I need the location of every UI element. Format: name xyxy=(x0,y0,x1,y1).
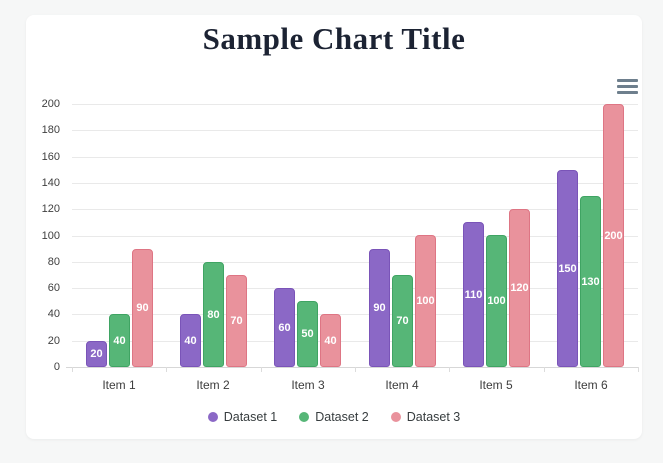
y-axis-label: 160 xyxy=(41,151,60,163)
legend-marker-icon xyxy=(390,412,401,422)
axis-tick xyxy=(638,367,639,372)
x-axis-line xyxy=(66,367,638,368)
x-axis-label: Item 4 xyxy=(385,378,419,392)
gridline xyxy=(72,157,638,158)
bar[interactable]: 40 xyxy=(109,314,130,367)
gridline xyxy=(72,288,638,289)
bar-value-label: 40 xyxy=(324,334,337,347)
gridline xyxy=(72,209,638,210)
y-axis-label: 0 xyxy=(53,361,60,373)
y-axis-label: 20 xyxy=(47,335,60,347)
menu-line xyxy=(617,91,638,94)
chart-title: Sample Chart Title xyxy=(202,21,466,56)
bar-value-label: 130 xyxy=(581,275,600,288)
bar[interactable]: 70 xyxy=(392,275,413,367)
bar[interactable]: 100 xyxy=(486,235,507,367)
bar-value-label: 100 xyxy=(487,295,506,307)
bar-value-label: 40 xyxy=(113,334,126,347)
x-axis-label: Item 6 xyxy=(574,378,608,392)
bar[interactable]: 150 xyxy=(557,170,578,367)
y-axis-label: 120 xyxy=(41,203,60,215)
x-axis-label: Item 5 xyxy=(479,378,513,392)
bar-value-label: 20 xyxy=(90,348,103,360)
bar-value-label: 40 xyxy=(184,334,197,347)
y-axis-label: 60 xyxy=(47,282,60,294)
bar[interactable]: 120 xyxy=(509,209,530,367)
bar[interactable]: 100 xyxy=(415,235,436,367)
chart-legend: Dataset 1 Dataset 2 Dataset 3 xyxy=(26,410,642,424)
menu-line xyxy=(617,79,638,82)
bar[interactable]: 90 xyxy=(369,249,390,367)
bar-value-label: 70 xyxy=(396,315,409,327)
axis-tick xyxy=(544,367,545,372)
bar[interactable]: 90 xyxy=(132,249,153,367)
legend-item[interactable]: Dataset 3 xyxy=(390,410,461,424)
legend-label: Dataset 1 xyxy=(223,410,278,424)
bar-value-label: 90 xyxy=(136,302,149,314)
gridline xyxy=(72,236,638,237)
legend-marker-icon xyxy=(299,412,310,422)
x-axis-label: Item 2 xyxy=(196,378,230,392)
bar[interactable]: 110 xyxy=(463,222,484,367)
gridline xyxy=(72,183,638,184)
bar[interactable]: 130 xyxy=(580,196,601,367)
axis-tick xyxy=(261,367,262,372)
axis-tick xyxy=(355,367,356,372)
legend-marker-icon xyxy=(207,412,218,422)
legend-label: Dataset 2 xyxy=(315,410,369,424)
axis-tick xyxy=(166,367,167,372)
bar[interactable]: 50 xyxy=(297,301,318,367)
gridline xyxy=(72,130,638,131)
bar-value-label: 50 xyxy=(301,328,314,340)
bar[interactable]: 80 xyxy=(203,262,224,367)
y-axis-label: 200 xyxy=(41,98,60,110)
bar-value-label: 150 xyxy=(558,262,577,275)
axis-tick xyxy=(72,367,73,372)
x-axis-label: Item 3 xyxy=(291,378,325,392)
bar-value-label: 60 xyxy=(278,321,291,334)
legend-label: Dataset 3 xyxy=(406,410,461,424)
bar-value-label: 120 xyxy=(510,282,529,294)
chart-card: Sample Chart Title 0 20 40 60 80 100 120 140 160… xyxy=(26,15,642,439)
y-axis-label: 40 xyxy=(47,308,60,320)
gridline xyxy=(72,262,638,263)
menu-line xyxy=(617,85,638,88)
bar-value-label: 200 xyxy=(604,229,623,242)
y-axis-label: 140 xyxy=(41,177,60,189)
legend-item[interactable]: Dataset 2 xyxy=(299,410,369,424)
hamburger-menu-icon[interactable] xyxy=(617,79,638,94)
x-axis-label: Item 1 xyxy=(102,378,136,392)
bar-value-label: 70 xyxy=(230,315,243,327)
bar[interactable]: 200 xyxy=(603,104,624,367)
bar[interactable]: 40 xyxy=(180,314,201,367)
bar[interactable]: 40 xyxy=(320,314,341,367)
bar-value-label: 110 xyxy=(464,288,483,301)
y-axis-label: 180 xyxy=(41,124,60,136)
bar[interactable]: 20 xyxy=(86,341,107,367)
y-axis-label: 100 xyxy=(41,230,60,242)
gridline xyxy=(72,314,638,315)
gridline xyxy=(72,341,638,342)
bar-value-label: 100 xyxy=(416,295,435,307)
bar[interactable]: 70 xyxy=(226,275,247,367)
bar-value-label: 90 xyxy=(373,302,386,314)
gridline xyxy=(72,104,638,105)
axis-tick xyxy=(449,367,450,372)
legend-item[interactable]: Dataset 1 xyxy=(207,410,278,424)
chart-plot-area: 0 20 40 60 80 100 120 140 160 180 200 Item 1 20 40 90 I… xyxy=(26,15,642,439)
bar-value-label: 80 xyxy=(207,308,220,321)
y-axis-label: 80 xyxy=(47,256,60,268)
bar[interactable]: 60 xyxy=(274,288,295,367)
